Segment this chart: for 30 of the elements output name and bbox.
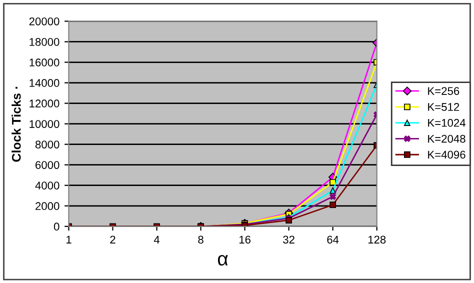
y-tick-label: 0 bbox=[54, 222, 60, 231]
y-tick-label: 18000 bbox=[30, 38, 60, 46]
legend-label: K=1024 bbox=[428, 118, 466, 127]
y-tick-label: 12000 bbox=[30, 100, 60, 108]
y-tick-label: 6000 bbox=[36, 161, 60, 169]
point bbox=[330, 202, 336, 208]
x-tick-label: 64 bbox=[327, 236, 339, 244]
point bbox=[286, 217, 292, 224]
x-tick-label: 8 bbox=[198, 236, 204, 244]
x-tick-label: 4 bbox=[154, 236, 160, 244]
point bbox=[330, 179, 336, 186]
y-axis-title: Clock Ticks · bbox=[12, 86, 21, 162]
legend-label: K=4096 bbox=[428, 150, 466, 159]
x-axis-title: α bbox=[218, 254, 228, 266]
point bbox=[330, 193, 336, 200]
y-tick-label: 2000 bbox=[36, 202, 60, 210]
y-tick-label: 8000 bbox=[35, 140, 60, 148]
y-tick-label: 16000 bbox=[30, 58, 60, 66]
legend-label: K=512 bbox=[428, 103, 460, 111]
x-tick-label: 2 bbox=[110, 236, 116, 244]
x-tick-label: 32 bbox=[283, 236, 294, 244]
legend-label: K=2048 bbox=[428, 134, 466, 143]
x-tick-label: 16 bbox=[239, 236, 250, 244]
y-tick-label: 10000 bbox=[30, 120, 60, 128]
y-tick-label: 4000 bbox=[35, 182, 60, 190]
legend-label: K=256 bbox=[428, 87, 460, 95]
x-tick-label: 1 bbox=[66, 236, 72, 244]
y-tick-label: 14000 bbox=[30, 79, 60, 87]
x-tick-label: 128 bbox=[368, 236, 386, 244]
y-tick-label: 20000 bbox=[29, 17, 60, 26]
